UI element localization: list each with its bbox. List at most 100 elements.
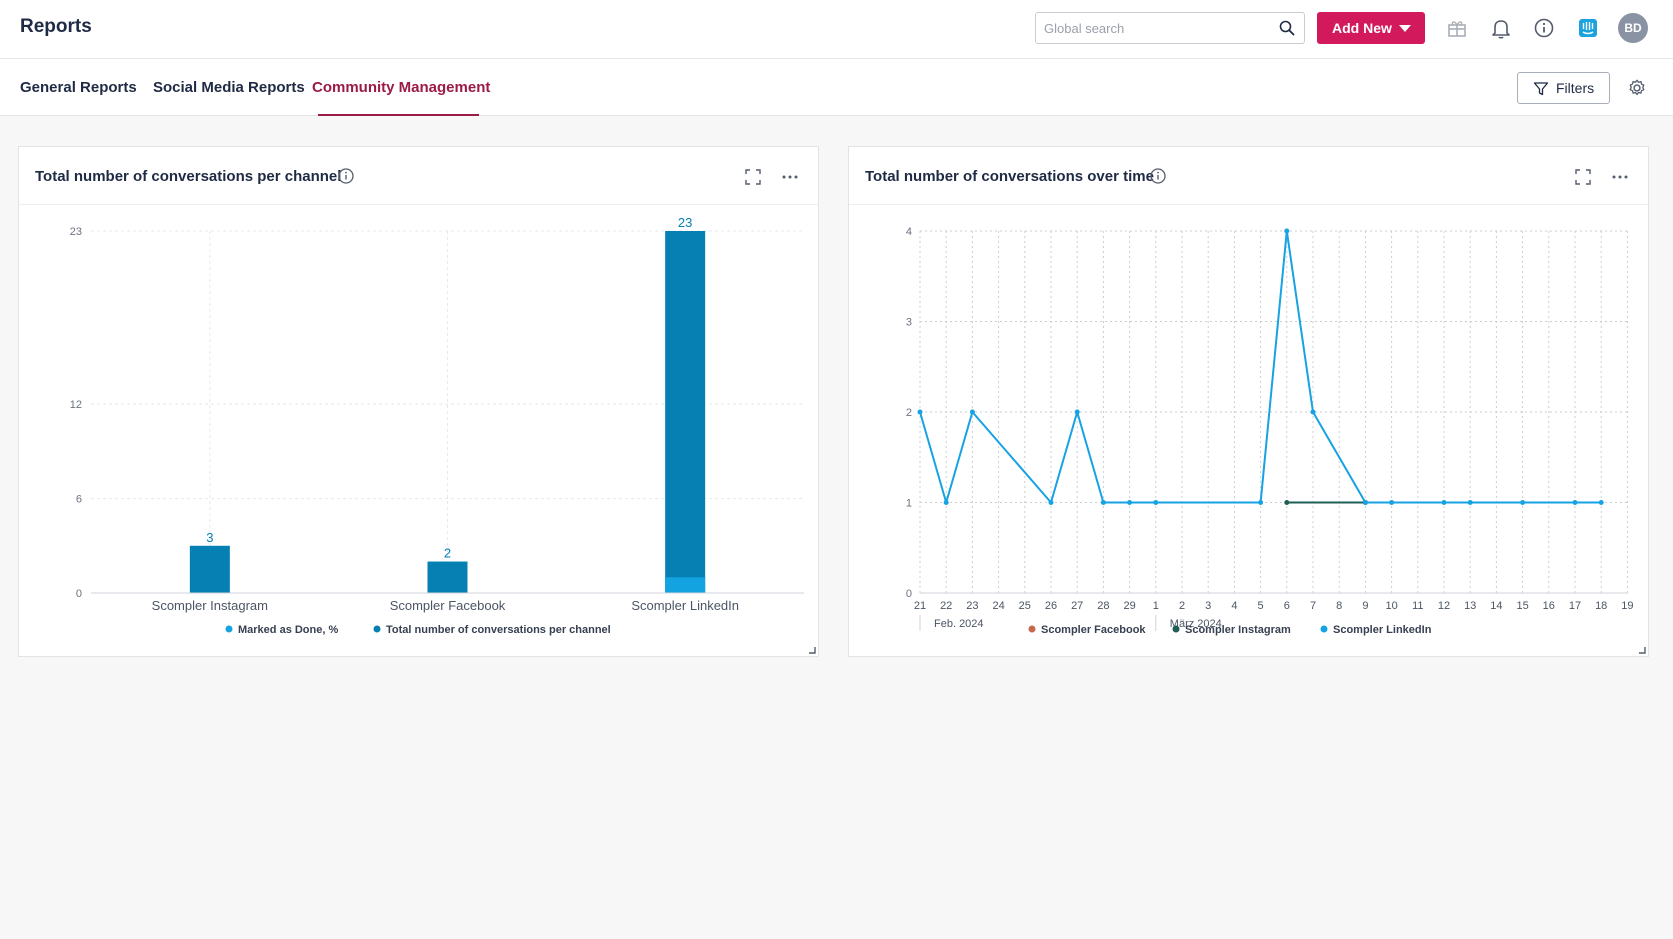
month-label: März 2024: [1170, 618, 1222, 630]
card-header: Total number of conversations per channe…: [19, 147, 818, 205]
month-label: Feb. 2024: [934, 618, 984, 630]
x-tick-label: 9: [1362, 600, 1368, 612]
filter-icon: [1533, 82, 1549, 96]
info-icon[interactable]: [1532, 16, 1556, 40]
intercom-icon[interactable]: [1576, 16, 1600, 40]
top-header: Reports Add New BD: [0, 0, 1673, 59]
x-tick-label: 23: [966, 600, 978, 612]
x-tick-label: 5: [1258, 600, 1264, 612]
legend-label: Scompler Instagram: [1185, 624, 1291, 636]
x-tick-label: 16: [1543, 600, 1555, 612]
x-tick-label: 27: [1071, 600, 1083, 612]
legend-marker: [1028, 625, 1036, 633]
x-tick-label: 2: [1179, 600, 1185, 612]
bar-chart: 0 6 12 23 3 Scompler Instagram 2 Scompler Faceb…: [70, 215, 804, 636]
series-line-scompler-linkedin: [919, 230, 1602, 504]
x-tick-label: 11: [1412, 600, 1423, 612]
gift-icon[interactable]: [1445, 16, 1469, 40]
x-tick-label: 6: [1284, 600, 1290, 612]
expand-icon[interactable]: [745, 169, 761, 185]
search-input[interactable]: [1044, 19, 1264, 37]
x-tick-label: 22: [940, 600, 952, 612]
filters-label: Filters: [1556, 80, 1595, 96]
bar-data-label: 2: [444, 546, 451, 561]
data-point: [1310, 409, 1316, 415]
data-point: [1074, 409, 1080, 415]
info-icon[interactable]: [337, 167, 355, 185]
x-tick-label: 24: [992, 600, 1004, 612]
data-point: [917, 409, 923, 415]
resize-handle-icon[interactable]: [808, 646, 816, 654]
bar-data-label: 3: [206, 530, 213, 545]
legend-marker: [225, 625, 233, 633]
report-tabs: General Reports Social Media Reports Com…: [0, 59, 1673, 116]
data-point: [1362, 500, 1368, 505]
x-tick-label: 14: [1490, 600, 1502, 612]
data-point: [1127, 500, 1133, 505]
chevron-down-icon: [1399, 25, 1411, 32]
x-tick-label: 25: [1019, 600, 1031, 612]
data-point: [1389, 500, 1395, 505]
y-tick-label: 3: [906, 317, 912, 329]
resize-handle-icon[interactable]: [1638, 646, 1646, 654]
x-tick-label: 12: [1438, 600, 1450, 612]
data-point: [1258, 500, 1264, 505]
global-search[interactable]: [1035, 12, 1305, 44]
filters-button[interactable]: Filters: [1517, 72, 1610, 104]
legend-label: Total number of conversations per channe…: [386, 624, 611, 636]
bar-marked-as-done: [665, 577, 706, 593]
x-tick-label: 8: [1336, 600, 1342, 612]
legend-label: Scompler LinkedIn: [1333, 624, 1432, 636]
data-point: [943, 500, 949, 505]
tab-general-reports[interactable]: General Reports: [20, 79, 137, 96]
x-category-label: Scompler Instagram: [152, 598, 268, 613]
active-tab-indicator: [318, 114, 479, 116]
gear-icon[interactable]: [1626, 77, 1648, 99]
y-tick-label: 2: [906, 407, 912, 419]
x-tick-label: 28: [1097, 600, 1109, 612]
y-tick-label: 12: [70, 399, 82, 411]
x-tick-label: 21: [914, 600, 926, 612]
data-point: [1572, 500, 1578, 505]
y-tick-label: 1: [906, 498, 912, 510]
tab-social-media-reports[interactable]: Social Media Reports: [153, 79, 305, 96]
bar-total-conversations: [427, 561, 468, 593]
y-tick-label: 0: [76, 588, 82, 600]
x-tick-label: 1: [1153, 600, 1159, 612]
data-point: [1441, 500, 1447, 505]
bell-icon[interactable]: [1489, 16, 1513, 40]
legend-marker: [1320, 625, 1328, 633]
expand-icon[interactable]: [1575, 169, 1591, 185]
more-options-icon[interactable]: [781, 168, 799, 186]
x-tick-label: 3: [1205, 600, 1211, 612]
bar-data-label: 23: [678, 215, 692, 230]
data-point: [1048, 500, 1054, 505]
x-tick-label: 15: [1516, 600, 1528, 612]
x-tick-label: 29: [1123, 600, 1135, 612]
y-tick-label: 6: [76, 494, 82, 506]
x-tick-label: 4: [1231, 600, 1237, 612]
add-new-button[interactable]: Add New: [1317, 12, 1425, 44]
info-icon[interactable]: [1149, 167, 1167, 185]
x-tick-label: 17: [1569, 600, 1581, 612]
y-tick-label: 4: [906, 226, 912, 238]
tab-community-management[interactable]: Community Management: [312, 79, 491, 96]
avatar[interactable]: BD: [1618, 13, 1648, 43]
legend-marker: [373, 625, 381, 633]
more-options-icon[interactable]: [1611, 168, 1629, 186]
data-point: [1153, 500, 1159, 505]
card-conversations-over-time: Total number of conversations over time …: [848, 146, 1649, 657]
x-category-label: Scompler Facebook: [390, 598, 506, 613]
x-tick-label: 26: [1045, 600, 1057, 612]
x-tick-label: 18: [1595, 600, 1607, 612]
data-point: [1598, 500, 1604, 505]
data-point: [969, 409, 975, 415]
data-point: [1284, 500, 1290, 505]
data-point: [1100, 500, 1106, 505]
card-conversations-per-channel: Total number of conversations per channe…: [18, 146, 819, 657]
legend-marker: [1172, 625, 1180, 633]
legend-label: Marked as Done, %: [238, 624, 338, 636]
x-tick-label: 19: [1621, 600, 1633, 612]
search-icon[interactable]: [1279, 20, 1295, 36]
